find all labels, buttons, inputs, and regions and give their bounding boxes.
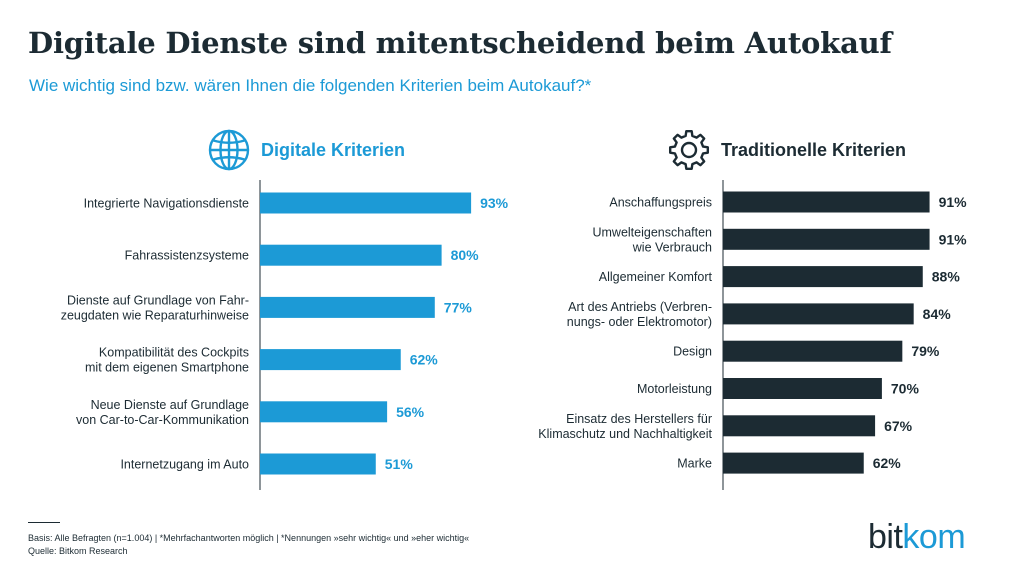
category-label: Kompatibilität des Cockpits mit dem eigen… bbox=[85, 346, 249, 375]
category-label: Einsatz des Herstellers für Klimaschutz u… bbox=[538, 412, 712, 441]
globe-icon bbox=[207, 128, 251, 172]
bar bbox=[723, 303, 914, 325]
bar bbox=[723, 415, 876, 437]
category-label: Umwelteigenschaften wie Verbrauch bbox=[592, 225, 712, 254]
footer-divider bbox=[28, 522, 60, 523]
digital-criteria-header: Digitale Kriterien bbox=[207, 128, 405, 172]
value-label: 84% bbox=[923, 306, 952, 322]
category-label: Allgemeiner Komfort bbox=[599, 270, 713, 284]
footnote-basis: Basis: Alle Befragten (n=1.004) | *Mehrf… bbox=[28, 533, 470, 543]
value-label: 70% bbox=[891, 381, 920, 397]
value-label: 79% bbox=[911, 343, 940, 359]
value-label: 67% bbox=[884, 418, 913, 434]
category-label: Fahrassistenzsysteme bbox=[125, 249, 249, 263]
category-label: Neue Dienste auf Grundlage von Car-to-Car… bbox=[76, 398, 249, 427]
value-label: 77% bbox=[444, 299, 473, 315]
bar bbox=[723, 191, 930, 213]
traditional-criteria-title: Traditionelle Kriterien bbox=[721, 139, 907, 160]
bar bbox=[260, 244, 442, 266]
logo-part-bit: bit bbox=[868, 518, 903, 556]
bar bbox=[260, 349, 401, 371]
category-label: Motorleistung bbox=[637, 382, 712, 396]
bar bbox=[723, 378, 882, 399]
bar bbox=[723, 228, 930, 250]
bar bbox=[723, 266, 923, 288]
category-label: Internetzugang im Auto bbox=[120, 458, 249, 472]
bitkom-logo: bitkom bbox=[868, 518, 966, 557]
footnote-source: Quelle: Bitkom Research bbox=[28, 546, 128, 556]
bar bbox=[260, 192, 472, 214]
value-label: 56% bbox=[396, 404, 425, 420]
bar bbox=[260, 453, 376, 475]
category-label: Anschaffungspreis bbox=[609, 196, 712, 210]
bar bbox=[723, 452, 864, 474]
category-label: Design bbox=[673, 345, 712, 359]
bar bbox=[723, 340, 903, 362]
value-label: 62% bbox=[873, 455, 902, 471]
bar bbox=[260, 296, 435, 318]
bar bbox=[260, 401, 388, 423]
page-subtitle: Wie wichtig sind bzw. wären Ihnen die fo… bbox=[29, 76, 592, 95]
category-label: Marke bbox=[677, 457, 712, 471]
footnote: Basis: Alle Befragten (n=1.004) | *Mehrf… bbox=[28, 532, 469, 558]
traditional-criteria-header: Traditionelle Kriterien bbox=[667, 128, 906, 172]
category-label: Dienste auf Grundlage von Fahr-zeugdaten… bbox=[61, 293, 249, 322]
page-title: Digitale Dienste sind mitentscheidend be… bbox=[28, 26, 892, 60]
value-label: 80% bbox=[451, 247, 480, 263]
gear-icon bbox=[667, 128, 711, 172]
value-label: 91% bbox=[939, 194, 968, 210]
logo-part-kom: kom bbox=[902, 518, 966, 556]
value-label: 93% bbox=[480, 195, 509, 211]
category-label: Integrierte Navigationsdienste bbox=[84, 197, 249, 211]
digital-criteria-title: Digitale Kriterien bbox=[261, 139, 406, 160]
value-label: 88% bbox=[932, 269, 961, 285]
value-label: 91% bbox=[939, 231, 968, 247]
value-label: 51% bbox=[385, 456, 414, 472]
value-label: 62% bbox=[410, 352, 439, 368]
category-label: Art des Antriebs (Verbren-nungs- oder El… bbox=[567, 300, 712, 329]
